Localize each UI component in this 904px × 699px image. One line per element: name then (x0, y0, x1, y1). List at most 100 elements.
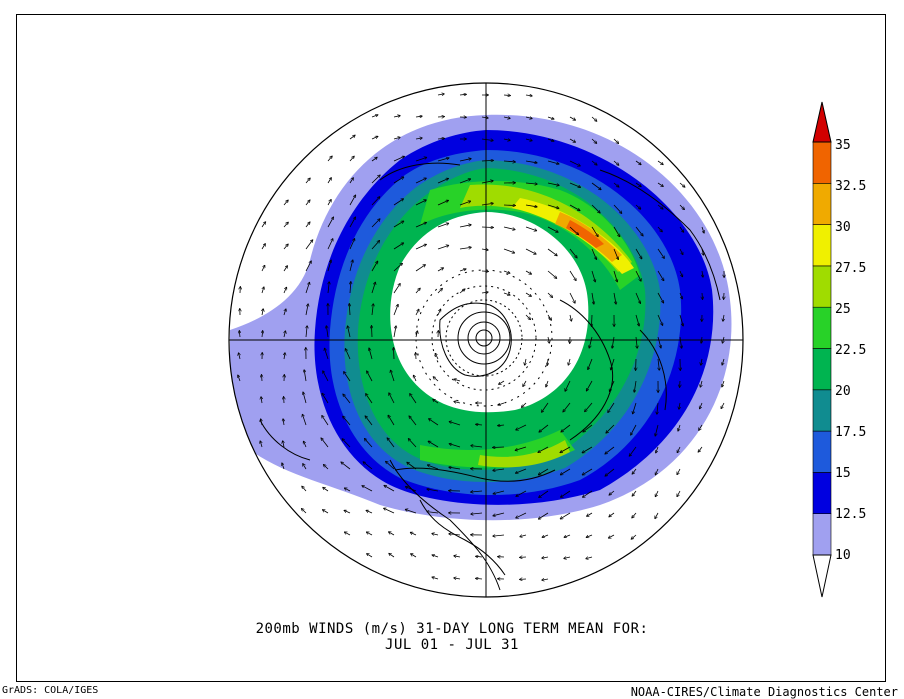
wind-arrow (393, 157, 404, 162)
wind-arrow (525, 314, 530, 319)
wind-arrow (371, 175, 380, 184)
wind-arrow (262, 309, 263, 316)
colorbar-label-17.5: 17.5 (835, 425, 867, 440)
wind-arrow (393, 284, 400, 294)
wind-arrow (327, 178, 331, 184)
wind-arrow (635, 248, 642, 259)
wind-arrow (698, 446, 703, 452)
wind-arrow (679, 204, 684, 209)
wind-arrow (700, 402, 703, 409)
wind-arrow (365, 416, 373, 426)
wind-arrow (569, 292, 575, 303)
wind-arrow (503, 205, 515, 206)
isotach-20 (357, 168, 646, 470)
wind-arrow (677, 490, 681, 496)
wind-arrow (606, 424, 615, 433)
wind-arrow (283, 441, 284, 448)
wind-arrow (605, 468, 615, 476)
wind-arrow (471, 513, 483, 514)
wind-arrow (493, 447, 505, 448)
wind-arrow (493, 535, 505, 536)
wind-arrow (525, 139, 532, 141)
wind-arrow (613, 160, 619, 165)
wind-arrow (371, 137, 378, 140)
wind-arrow (525, 160, 537, 163)
wind-arrow (679, 182, 685, 187)
colorbar-label-32.5: 32.5 (835, 179, 867, 194)
wind-arrow (516, 468, 527, 473)
wind-arrow (393, 116, 400, 117)
wind-arrow (476, 578, 483, 579)
wind-arrow (323, 510, 329, 514)
wind-arrow (282, 463, 285, 470)
wind-arrow (635, 160, 641, 165)
wind-arrow (429, 441, 439, 448)
wind-arrow (367, 511, 373, 514)
wind-arrow (406, 510, 417, 514)
wind-arrow (365, 439, 373, 448)
wind-arrow (516, 446, 527, 450)
wind-arrow (561, 512, 571, 519)
wind-arrow (503, 226, 515, 230)
wind-arrow (393, 137, 400, 139)
wind-arrow (542, 402, 549, 412)
wind-arrow (371, 197, 380, 206)
wind-arrow (569, 182, 580, 187)
wind-arrow (306, 326, 307, 338)
wind-arrow (679, 226, 683, 232)
wind-arrow (471, 491, 483, 492)
wind-arrow (677, 468, 681, 474)
wind-arrow (632, 534, 637, 539)
wind-arrow (302, 487, 307, 492)
colorbar-label-22.5: 22.5 (835, 343, 867, 358)
wind-arrow (389, 554, 395, 558)
wind-arrow (239, 331, 240, 338)
colorbar-box-32.5 (812, 141, 832, 184)
wind-arrow (547, 248, 557, 256)
wind-arrow (542, 579, 549, 580)
wind-arrow (633, 402, 637, 414)
wind-arrow (435, 354, 439, 360)
wind-arrow (350, 282, 351, 294)
map-title: 200mb WINDS (m/s) 31-DAY LONG TERM MEAN … (255, 621, 649, 637)
wind-arrow (432, 555, 439, 558)
wind-arrow (349, 304, 350, 316)
wind-arrow (362, 486, 373, 492)
wind-arrow (415, 223, 426, 228)
wind-arrow (561, 424, 571, 432)
wind-arrow (547, 358, 548, 365)
wind-arrow (371, 219, 380, 228)
wind-arrow (406, 487, 417, 492)
wind-arrow (636, 336, 637, 348)
wind-arrow (393, 199, 403, 206)
wind-arrow (349, 178, 353, 184)
wind-arrow (284, 331, 285, 338)
wind-arrow (476, 556, 483, 557)
wind-arrow (476, 424, 483, 425)
wind-arrow (539, 490, 549, 497)
wind-arrow (655, 424, 659, 436)
wind-arrow (613, 182, 619, 187)
wind-arrow (591, 248, 596, 259)
wind-arrow (591, 116, 597, 121)
wind-arrow (503, 292, 510, 295)
colorbar-box-22.5 (812, 306, 832, 349)
wind-arrow (305, 222, 310, 228)
wind-arrow (587, 534, 593, 537)
wind-arrow (585, 402, 593, 411)
wind-arrow (369, 348, 373, 360)
wind-arrow (348, 326, 351, 338)
colorbar-label-35: 35 (835, 138, 851, 153)
colorbar-label-30: 30 (835, 220, 851, 235)
coastlines (259, 162, 721, 591)
wind-arrow (433, 400, 439, 404)
wind-arrow (613, 204, 622, 213)
wind-arrow (394, 348, 395, 360)
wind-arrow (547, 116, 554, 119)
wind-arrow (459, 201, 470, 206)
wind-arrow (493, 469, 505, 471)
wind-arrow (327, 156, 332, 162)
wind-arrow (635, 314, 639, 326)
wind-arrow (525, 95, 532, 96)
wind-arrow (364, 462, 373, 470)
